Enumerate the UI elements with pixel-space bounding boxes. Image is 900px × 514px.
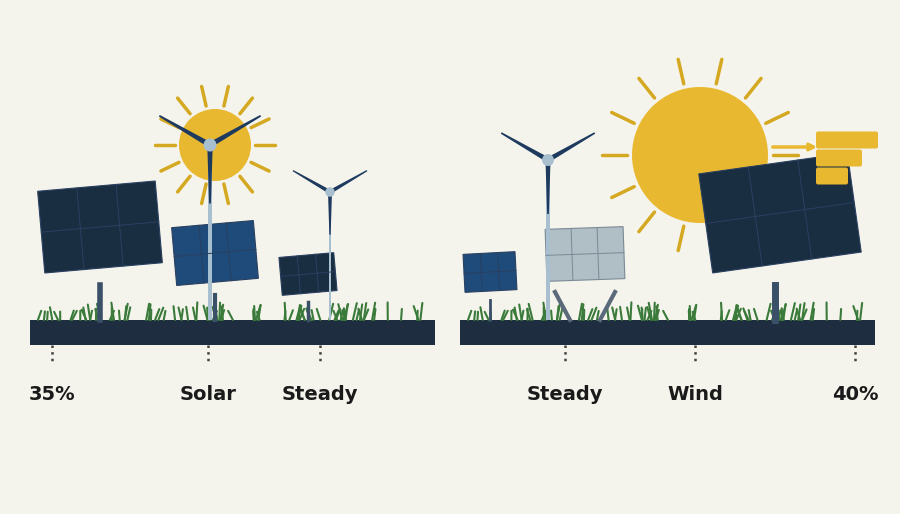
Text: 40%: 40% xyxy=(832,385,878,404)
Polygon shape xyxy=(292,170,331,194)
Circle shape xyxy=(203,138,217,152)
Polygon shape xyxy=(328,192,331,320)
Text: Wind: Wind xyxy=(667,385,723,404)
Polygon shape xyxy=(38,181,162,273)
Polygon shape xyxy=(207,145,212,204)
FancyBboxPatch shape xyxy=(816,150,862,167)
Polygon shape xyxy=(328,192,332,235)
Text: Steady: Steady xyxy=(526,385,603,404)
Polygon shape xyxy=(545,227,625,281)
Polygon shape xyxy=(546,160,550,320)
Polygon shape xyxy=(546,132,595,162)
Polygon shape xyxy=(159,115,211,148)
Polygon shape xyxy=(545,160,551,214)
FancyBboxPatch shape xyxy=(816,168,848,185)
Polygon shape xyxy=(208,145,212,320)
Polygon shape xyxy=(209,115,261,148)
Polygon shape xyxy=(698,153,861,273)
Polygon shape xyxy=(172,221,258,285)
FancyBboxPatch shape xyxy=(816,132,878,149)
Circle shape xyxy=(325,187,335,197)
Circle shape xyxy=(542,154,554,166)
Polygon shape xyxy=(463,252,517,292)
Text: Steady: Steady xyxy=(282,385,358,404)
Polygon shape xyxy=(329,170,367,194)
Polygon shape xyxy=(279,253,338,296)
Circle shape xyxy=(632,87,768,223)
Circle shape xyxy=(179,109,251,181)
Bar xyxy=(460,320,875,345)
Bar xyxy=(30,320,435,345)
Text: Solar: Solar xyxy=(180,385,237,404)
Polygon shape xyxy=(500,132,549,162)
Text: 35%: 35% xyxy=(29,385,76,404)
